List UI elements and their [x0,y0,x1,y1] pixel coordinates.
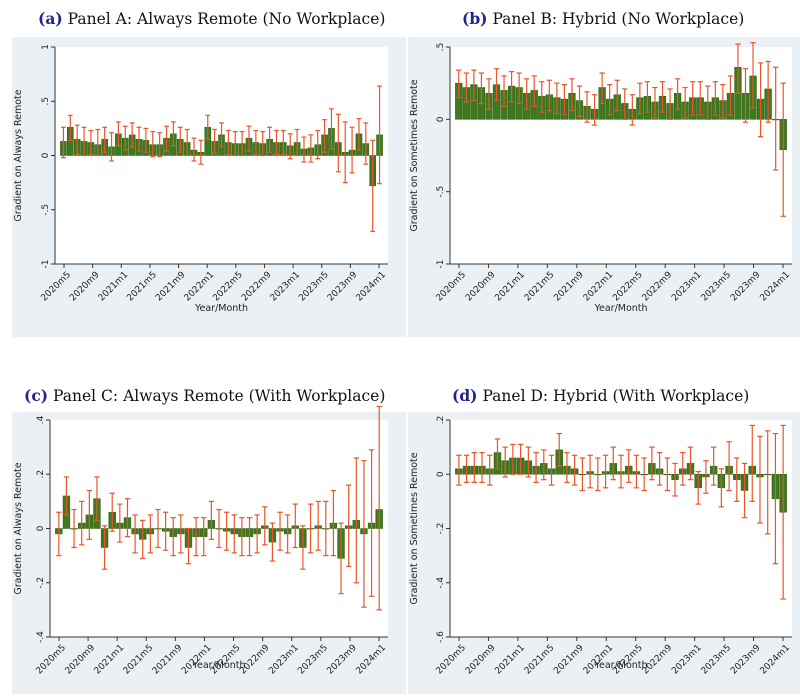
panel-d-x-axis-label: Year/Month [593,660,647,671]
panel-b-error-bars [456,42,786,217]
panel-b-x-axis-label: Year/Month [593,303,647,314]
panel-b-letter: (b) [462,9,488,28]
panel-d-y-axis-label: Gradient on Sometimes Remote [409,452,420,604]
panel-a-ytick-label: 1 [41,44,51,50]
panel-d-ytick-label: -.6 [436,631,446,643]
panel-b-y-axis-label: Gradient on Sometimes Remote [409,79,420,231]
panel-b-ytick-label: -.5 [436,186,446,198]
panel-c-y-axis-label: Gradient on Always Remote [13,462,24,594]
panel-b-title: (b) Panel B: Hybrid (No Workplace) [462,9,744,28]
panel-c-x-axis-label: Year/Month [191,660,245,671]
panel-d-title-text: Panel D: Hybrid (With Workplace) [482,387,750,405]
panel-d-ytick-label: .2 [436,416,446,425]
panel-c-error-bars [56,405,382,611]
panel-c-ytick-label: -.2 [36,577,46,589]
panel-c-title-text: Panel C: Always Remote (With Workplace) [53,387,386,405]
panel-a-ytick-label: -1 [41,260,51,269]
panel-a-error-bars [61,85,382,233]
panel-c-ytick-label: -.4 [36,631,46,643]
panel-d-chart: .2 0 -.2 -.4 -.6 Gradient on Sometimes Remote… [408,412,800,694]
panel-d-ytick-label: -.2 [436,523,446,535]
panel-b-ytick-label: -1 [436,260,446,269]
panel-d-ytick-label: -.4 [436,577,446,589]
panel-d-title: (d) Panel D: Hybrid (With Workplace) [452,386,749,405]
panel-a-y-axis-label: Gradient on Always Remote [13,89,24,221]
panel-a-title: (a) Panel A: Always Remote (No Workplace… [38,9,385,28]
panel-d-letter: (d) [452,386,478,405]
panel-c-ytick-label: .2 [36,470,46,479]
panel-a-x-axis-label: Year/Month [194,303,248,314]
panel-a-letter: (a) [38,9,63,28]
panel-a-ytick-label: .5 [41,97,51,106]
panel-a-ytick-label: -.5 [41,204,51,216]
panel-c-letter: (c) [24,386,49,405]
panel-a-ytick-label: 0 [41,152,51,158]
panel-c-title: (c) Panel C: Always Remote (With Workpla… [24,386,385,405]
panel-d-error-bars [456,424,786,600]
panel-b-ytick-label: 0 [436,116,446,122]
panel-d-plot-area [450,420,792,637]
panel-b-title-text: Panel B: Hybrid (No Workplace) [492,10,745,28]
panel-b-ytick-label: .5 [436,43,446,52]
panel-d-ytick-label: 0 [436,471,446,477]
panel-a-title-text: Panel A: Always Remote (No Workplace) [67,10,386,28]
panel-c-ytick-label: 0 [36,525,46,531]
panel-c-ytick-label: .4 [36,415,46,424]
